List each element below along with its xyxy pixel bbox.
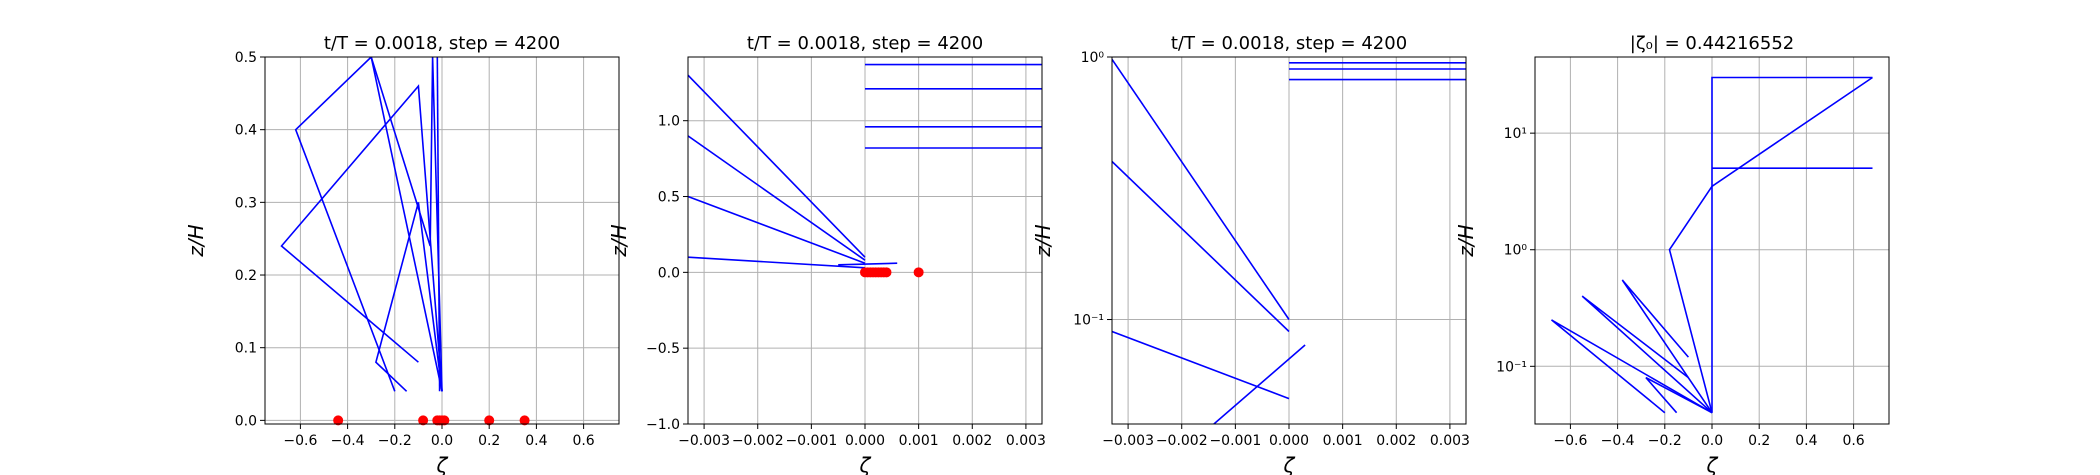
series-line-1	[1112, 330, 1290, 400]
x-tick-label: −0.001	[785, 433, 837, 449]
x-tick-label: 0.000	[1269, 433, 1309, 449]
x-tick-label: 0.001	[1323, 433, 1363, 449]
series-line-7	[1213, 344, 1306, 424]
data-point-marker	[439, 415, 450, 426]
series-line-1	[688, 256, 866, 269]
y-tick-label: −1.0	[646, 417, 680, 433]
x-tick-label: −0.003	[1102, 433, 1154, 449]
x-tick-label: 0.4	[1795, 433, 1817, 449]
x-tick-label: −0.002	[1156, 433, 1208, 449]
x-tick-label: 0.0	[431, 433, 453, 449]
data-point-marker	[333, 415, 344, 426]
y-tick-label: 0.2	[235, 268, 257, 284]
y-tick-label: 0.1	[235, 341, 257, 357]
series-line-9	[838, 262, 898, 266]
y-tick-label: 0.0	[235, 413, 257, 429]
x-tick-label: 0.6	[572, 433, 594, 449]
chart-title: t/T = 0.0018, step = 4200	[1171, 33, 1407, 54]
y-axis-label: z/H	[184, 224, 208, 257]
y-axis-label: z/H	[1454, 224, 1478, 257]
x-tick-label: −0.4	[1601, 433, 1635, 449]
x-tick-label: −0.003	[678, 433, 730, 449]
x-tick-label: −0.6	[1553, 433, 1587, 449]
data-point-marker	[881, 267, 892, 278]
series-line-4	[370, 57, 443, 392]
chart-panel-4: −0.6 −0.4 −0.2 0.0 0.2 0.4 0.6 10⁻¹ 10⁰ 10¹ |ζ₀| =…	[1454, 33, 1890, 475]
data-point-marker	[418, 415, 429, 426]
chart-title: t/T = 0.0018, step = 4200	[324, 33, 560, 54]
x-tick-label: 0.6	[1842, 433, 1864, 449]
x-tick-label: −0.4	[331, 433, 365, 449]
x-tick-label: 0.0	[1701, 433, 1723, 449]
chart-panel-2: −0.003 −0.002 −0.001 0.000 0.001 0.002 0.003 −1…	[607, 33, 1046, 475]
x-tick-label: 0.003	[1430, 433, 1470, 449]
y-tick-label: 0.5	[235, 50, 257, 66]
x-tick-label: 0.4	[525, 433, 547, 449]
x-axis-label: ζ	[436, 453, 449, 475]
y-tick-label: 10⁻¹	[1496, 359, 1527, 375]
series-line-2	[1112, 160, 1290, 333]
series-group	[688, 63, 1042, 269]
series-line-4	[1621, 279, 1713, 414]
y-tick-label: 10⁻¹	[1073, 313, 1104, 329]
series-line-3	[1112, 58, 1290, 320]
x-tick-label: −0.002	[732, 433, 784, 449]
y-tick-label: 0.3	[235, 195, 257, 211]
chart-panel-1: −0.6 −0.4 −0.2 0.0 0.2 0.4 0.6 0.0 0.1 0.2 0.3 0.4 0…	[184, 33, 620, 475]
series-line-3	[1581, 295, 1713, 414]
series-group	[1550, 76, 1873, 414]
series-line-6	[1711, 76, 1873, 413]
x-tick-label: 0.2	[478, 433, 500, 449]
data-point-marker	[484, 415, 495, 426]
series-line-2	[294, 57, 443, 392]
series-line-4	[688, 74, 866, 258]
x-tick-label: −0.001	[1209, 433, 1261, 449]
x-axis-label: ζ	[1706, 453, 1719, 475]
x-tick-label: 0.001	[899, 433, 939, 449]
x-tick-label: 0.2	[1748, 433, 1770, 449]
y-tick-label: 0.5	[658, 190, 680, 206]
y-tick-label: −0.5	[646, 341, 680, 357]
series-line-3	[688, 135, 866, 261]
x-tick-label: 0.002	[952, 433, 992, 449]
x-axis-label: ζ	[859, 453, 872, 475]
x-tick-label: 0.000	[845, 433, 885, 449]
series-line-1	[375, 202, 443, 392]
y-axis-label: z/H	[1031, 224, 1055, 257]
series-line-3	[280, 84, 443, 392]
x-axis-label: ζ	[1283, 453, 1296, 475]
chart-title: |ζ₀| = 0.44216552	[1630, 33, 1794, 54]
series-line-2	[688, 195, 866, 264]
data-point-marker	[913, 267, 924, 278]
x-tick-label: 0.002	[1376, 433, 1416, 449]
y-tick-label: 10⁰	[1081, 50, 1105, 66]
y-tick-label: 0.4	[235, 123, 257, 139]
y-tick-label: 0.0	[658, 265, 680, 281]
y-tick-label: 10¹	[1504, 126, 1527, 142]
x-tick-label: −0.6	[283, 433, 317, 449]
series-group	[1112, 58, 1466, 424]
chart-panel-3: −0.003 −0.002 −0.001 0.000 0.001 0.002 0.003 10…	[1031, 33, 1470, 475]
series-line-5	[1668, 76, 1873, 413]
x-tick-label: −0.2	[1648, 433, 1682, 449]
series-line-2	[1645, 376, 1713, 414]
x-tick-label: −0.2	[378, 433, 412, 449]
y-tick-label: 1.0	[658, 114, 680, 130]
series-line-5	[436, 57, 441, 392]
x-tick-label: 0.003	[1006, 433, 1046, 449]
data-point-marker	[519, 415, 530, 426]
y-axis-label: z/H	[607, 224, 631, 257]
y-tick-label: 10⁰	[1504, 243, 1528, 259]
series-group	[280, 57, 443, 392]
series-line-1	[1550, 319, 1713, 414]
chart-title: t/T = 0.0018, step = 4200	[747, 33, 983, 54]
